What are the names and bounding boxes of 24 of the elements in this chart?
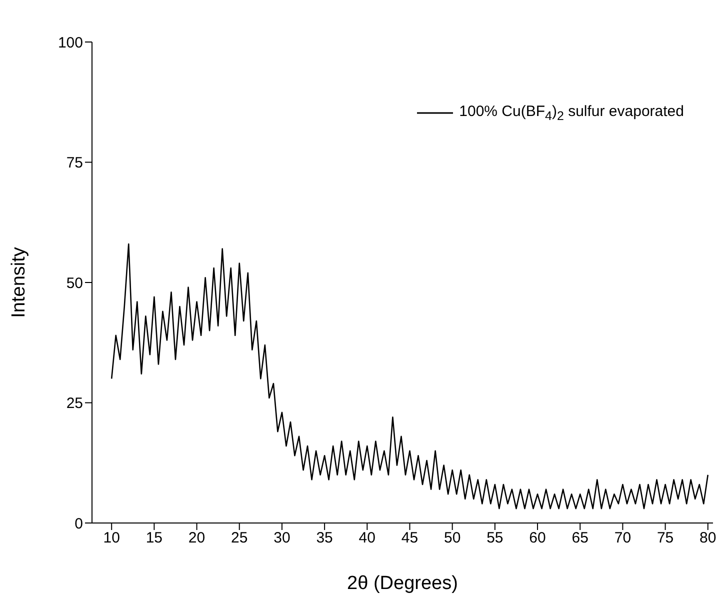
x-tick-label: 60: [529, 530, 546, 547]
x-tick-label: 65: [572, 530, 588, 547]
x-tick-label: 20: [188, 530, 206, 547]
line-series: [110, 243, 709, 510]
x-tick-label: 50: [444, 530, 461, 547]
y-axis-title: Intensity: [8, 246, 30, 318]
x-tick-label: 35: [316, 530, 333, 547]
legend-label: 100% Cu(BF$_{4}$)$_{2}$ sulfur evaporated: [459, 103, 684, 123]
x-tick-label: 30: [274, 530, 290, 547]
x-tick-label: 75: [656, 530, 674, 547]
x-tick-label: 80: [700, 530, 716, 547]
x-axis-title: 2θ (Degrees): [347, 573, 458, 594]
x-tick-label: 25: [231, 530, 248, 547]
y-tick-label: 25: [66, 395, 83, 412]
x-tick-label: 15: [146, 530, 163, 547]
x-tick-label: 70: [614, 530, 632, 547]
y-tick-label: 50: [66, 274, 83, 292]
x-tick-label: 10: [103, 530, 120, 547]
y-tick-label: 75: [66, 154, 83, 172]
x-tick-label: 40: [358, 530, 376, 547]
y-tick-label: 100: [58, 34, 83, 52]
x-tick-label: 55: [486, 530, 504, 547]
x-tick-label: 45: [401, 530, 418, 547]
y-tick-label: 0: [74, 515, 83, 532]
